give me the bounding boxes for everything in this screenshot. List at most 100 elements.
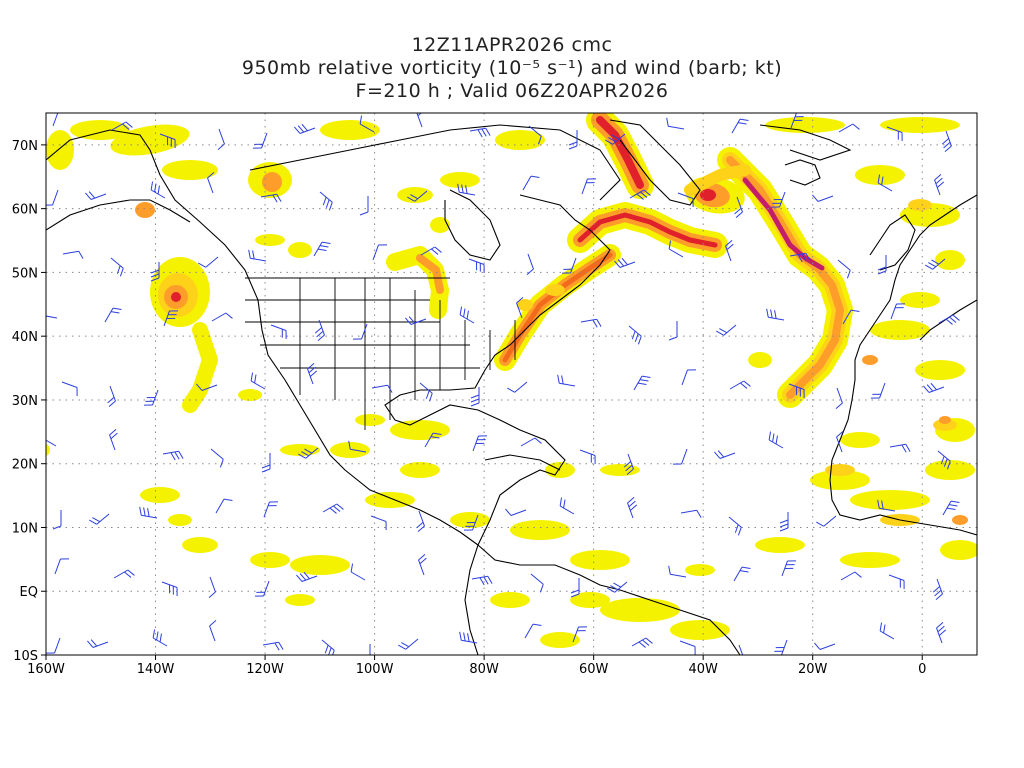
wind-barb xyxy=(294,123,316,134)
wind-barb xyxy=(469,127,491,138)
wind-barb xyxy=(628,325,642,345)
wind-barb xyxy=(89,513,110,525)
wind-barb xyxy=(790,113,806,129)
vorticity-patch xyxy=(517,299,533,311)
wind-barb xyxy=(728,516,742,536)
wind-barb xyxy=(111,121,133,131)
wind-barb xyxy=(888,574,905,590)
vorticity-patch xyxy=(182,537,218,553)
vorticity-patch xyxy=(670,620,730,640)
wind-barb xyxy=(781,560,797,577)
wind-barb xyxy=(457,183,476,196)
vorticity-patch xyxy=(290,555,350,575)
lon-tick-label: 100W xyxy=(356,662,394,677)
wind-barb xyxy=(505,508,527,516)
wind-barb xyxy=(812,194,834,202)
wind-barb xyxy=(716,324,737,336)
wind-barb xyxy=(150,181,166,199)
vorticity-patch xyxy=(925,460,975,480)
wind-barb xyxy=(836,431,844,453)
wind-barb xyxy=(252,132,268,149)
wind-barb xyxy=(161,581,178,597)
wind-barb xyxy=(729,380,751,390)
vorticity-patch xyxy=(330,442,370,458)
wind-barb xyxy=(208,576,216,598)
wind-barb xyxy=(398,638,419,650)
lon-tick-label: 20W xyxy=(798,662,828,677)
wind-barb xyxy=(261,453,271,473)
vorticity-band xyxy=(596,116,644,189)
wind-barb xyxy=(52,113,59,127)
wind-barb xyxy=(217,128,225,150)
wind-barb xyxy=(313,241,331,257)
coastlines xyxy=(46,119,977,655)
wind-barb xyxy=(738,644,745,655)
vorticity-patch xyxy=(933,419,957,431)
lon-tick-label: 60W xyxy=(579,662,609,677)
wind-barb xyxy=(459,306,475,324)
wind-barb xyxy=(734,196,743,218)
wind-barb xyxy=(62,250,84,259)
plot-frame xyxy=(45,112,978,656)
title-line-3: F=210 h ; Valid 06Z20APR2026 xyxy=(355,80,669,102)
wind-barb xyxy=(248,249,267,262)
vorticity-patch xyxy=(262,172,282,192)
vorticity-patch xyxy=(765,117,845,133)
title-line-2: 950mb relative vorticity (10⁻⁵ s⁻¹) and … xyxy=(241,57,783,79)
wind-barb xyxy=(407,190,428,202)
lat-tick-label: 20N xyxy=(12,458,38,473)
wind-barb xyxy=(54,558,70,575)
vorticity-patch xyxy=(355,414,385,426)
coastline xyxy=(869,214,916,271)
wind-barb xyxy=(470,387,480,407)
vorticity-band xyxy=(684,164,751,196)
coastline xyxy=(444,189,501,261)
vorticity-patch xyxy=(540,632,580,648)
vorticity-patch xyxy=(110,124,190,156)
wind-barb xyxy=(211,312,233,322)
wind-barb xyxy=(372,244,388,261)
wind-barb xyxy=(159,133,176,149)
wind-barb xyxy=(263,501,279,518)
wind-barb xyxy=(879,622,895,640)
vorticity-patch xyxy=(490,592,530,608)
vorticity-patch xyxy=(46,443,50,457)
wind-barb xyxy=(215,498,233,514)
vorticity-patch xyxy=(862,355,878,365)
vorticity-patch xyxy=(510,520,570,540)
wind-barb xyxy=(110,257,124,277)
coastline xyxy=(829,379,977,536)
coastline xyxy=(477,544,741,655)
wind-barb xyxy=(139,506,158,519)
wind-barb xyxy=(941,130,952,152)
wind-barb xyxy=(814,642,836,650)
vorticity-band xyxy=(182,322,218,413)
wind-barb xyxy=(104,307,122,323)
vorticity-patch xyxy=(908,199,932,211)
wind-barb xyxy=(260,193,282,203)
wind-barb xyxy=(889,443,911,453)
wind-barb xyxy=(319,191,333,211)
vorticity-patch xyxy=(870,320,930,340)
wind-barb xyxy=(107,385,116,407)
wind-barb xyxy=(530,573,544,593)
wind-barb xyxy=(668,321,678,341)
wind-barb xyxy=(359,115,375,133)
vorticity-patch xyxy=(440,172,480,188)
coastline xyxy=(46,129,479,546)
wind-barb xyxy=(46,437,57,447)
vorticity-patch xyxy=(390,420,450,440)
wind-barb xyxy=(870,382,886,399)
wind-barb xyxy=(522,175,540,191)
vorticity-patch xyxy=(280,444,320,456)
wind-barb xyxy=(296,571,318,582)
wind-barb xyxy=(631,637,653,648)
vorticity-patch xyxy=(70,120,130,140)
wind-barb xyxy=(877,499,896,512)
vorticity-patch xyxy=(450,512,490,528)
vorticity-patch xyxy=(285,594,315,606)
wind-barb xyxy=(526,253,534,275)
vorticity-patch xyxy=(397,187,433,203)
lat-tick-label: 40N xyxy=(12,330,38,345)
wind-barb xyxy=(209,620,217,642)
